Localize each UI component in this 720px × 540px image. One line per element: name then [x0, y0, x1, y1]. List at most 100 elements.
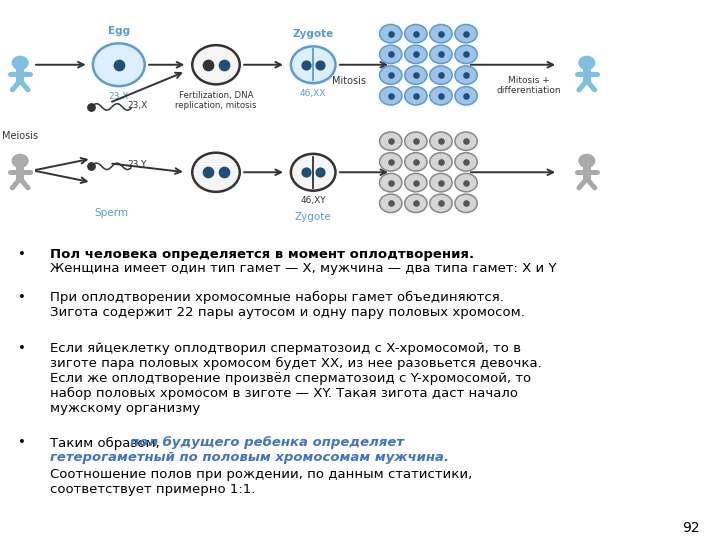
Text: 46,XY: 46,XY [300, 196, 326, 205]
Text: Таким образом,: Таким образом, [50, 436, 164, 449]
Circle shape [405, 24, 427, 43]
Point [460, 50, 472, 59]
Circle shape [405, 153, 427, 171]
Text: Женщина имеет один тип гамет — X, мужчина — два типа гамет: X и Y: Женщина имеет один тип гамет — X, мужчин… [50, 262, 557, 275]
Circle shape [455, 45, 477, 64]
Circle shape [405, 45, 427, 64]
Circle shape [379, 45, 402, 64]
Circle shape [430, 173, 452, 192]
Circle shape [455, 173, 477, 192]
Circle shape [405, 66, 427, 84]
Point [460, 91, 472, 100]
Circle shape [455, 24, 477, 43]
Text: Соотношение полов при рождении, по данным статистики,
соответствует примерно 1:1: Соотношение полов при рождении, по данны… [50, 468, 472, 496]
Text: Egg: Egg [108, 26, 130, 36]
Text: 23,X: 23,X [109, 92, 129, 101]
Circle shape [12, 56, 28, 69]
Point [460, 71, 472, 79]
Point [435, 137, 446, 145]
Circle shape [379, 153, 402, 171]
Circle shape [405, 132, 427, 151]
Text: Если яйцеклетку оплодтворил сперматозоид с X-хромосомой, то в
зиготе пара половы: Если яйцеклетку оплодтворил сперматозоид… [50, 342, 541, 415]
Circle shape [12, 154, 28, 167]
Text: Пол человека определяется в момент оплодтворения.: Пол человека определяется в момент оплод… [50, 248, 474, 261]
Point [300, 168, 312, 177]
Text: Mitosis: Mitosis [332, 76, 366, 86]
Circle shape [430, 86, 452, 105]
Point [410, 178, 422, 187]
Text: •: • [18, 292, 26, 305]
Point [435, 29, 446, 38]
Circle shape [379, 132, 402, 151]
Point [410, 91, 422, 100]
Point [385, 199, 397, 208]
Text: 46,XX: 46,XX [300, 89, 326, 98]
Text: Fertilization, DNA
replication, mitosis: Fertilization, DNA replication, mitosis [175, 91, 257, 110]
Circle shape [379, 173, 402, 192]
Circle shape [192, 45, 240, 84]
Point [460, 199, 472, 208]
Text: 92: 92 [683, 521, 700, 535]
Point [410, 71, 422, 79]
Circle shape [579, 56, 595, 69]
Point [460, 158, 472, 166]
Circle shape [455, 132, 477, 151]
Point [410, 199, 422, 208]
Text: •: • [18, 342, 26, 355]
Circle shape [192, 153, 240, 192]
Point [113, 60, 125, 69]
Text: Sperm: Sperm [94, 208, 129, 218]
Point [385, 29, 397, 38]
Point [435, 158, 446, 166]
Point [435, 199, 446, 208]
Circle shape [291, 154, 336, 191]
Point [86, 162, 97, 171]
Text: пол будущего ребенка определяет: пол будущего ребенка определяет [130, 436, 404, 449]
Point [410, 50, 422, 59]
Text: •: • [18, 248, 26, 261]
Circle shape [430, 45, 452, 64]
Point [300, 60, 312, 69]
Text: 23,Y: 23,Y [127, 160, 147, 169]
Point [315, 60, 326, 69]
Point [435, 71, 446, 79]
Circle shape [405, 86, 427, 105]
Point [385, 50, 397, 59]
Point [460, 137, 472, 145]
Circle shape [379, 86, 402, 105]
Point [385, 158, 397, 166]
Circle shape [430, 153, 452, 171]
Circle shape [430, 194, 452, 213]
Text: 23,X: 23,X [127, 100, 148, 110]
Circle shape [430, 132, 452, 151]
Point [435, 91, 446, 100]
Point [218, 60, 230, 69]
Circle shape [430, 66, 452, 84]
Circle shape [455, 153, 477, 171]
Point [385, 137, 397, 145]
Circle shape [93, 43, 145, 86]
Text: При оплодтворении хромосомные наборы гамет объединяются.
Зигота содержит 22 пары: При оплодтворении хромосомные наборы гам… [50, 292, 525, 320]
Circle shape [379, 66, 402, 84]
Point [460, 178, 472, 187]
Point [410, 29, 422, 38]
Text: Zygote: Zygote [292, 29, 334, 39]
Circle shape [405, 194, 427, 213]
Point [202, 168, 214, 177]
Point [385, 178, 397, 187]
Point [315, 168, 326, 177]
Point [86, 103, 97, 111]
Point [385, 91, 397, 100]
Circle shape [455, 66, 477, 84]
Point [460, 29, 472, 38]
Point [218, 168, 230, 177]
Circle shape [579, 154, 595, 167]
Text: Meiosis: Meiosis [2, 131, 38, 141]
Point [202, 60, 214, 69]
Text: Zygote: Zygote [294, 212, 332, 222]
Text: Mitosis +
differentiation: Mitosis + differentiation [497, 76, 562, 96]
Point [410, 137, 422, 145]
Text: •: • [18, 436, 26, 449]
Point [435, 50, 446, 59]
Point [385, 71, 397, 79]
